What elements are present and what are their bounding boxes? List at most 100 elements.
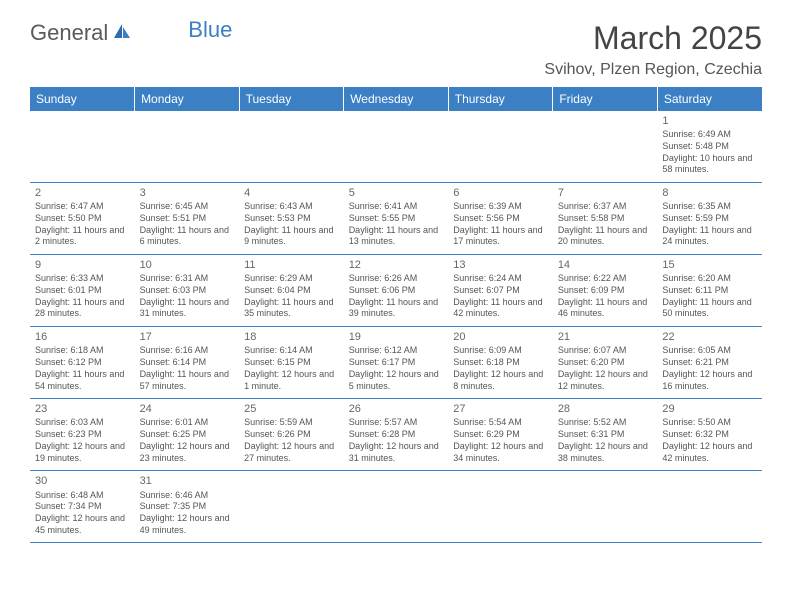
weekday-header: Thursday (448, 87, 553, 111)
calendar-day-cell (239, 471, 344, 543)
calendar-week-row: 1Sunrise: 6:49 AMSunset: 5:48 PMDaylight… (30, 111, 762, 183)
day-info: Sunrise: 5:57 AMSunset: 6:28 PMDaylight:… (349, 417, 444, 464)
calendar-day-cell: 21Sunrise: 6:07 AMSunset: 6:20 PMDayligh… (553, 327, 658, 399)
day-info: Sunrise: 6:29 AMSunset: 6:04 PMDaylight:… (244, 273, 339, 320)
day-info: Sunrise: 6:20 AMSunset: 6:11 PMDaylight:… (662, 273, 757, 320)
calendar-day-cell: 8Sunrise: 6:35 AMSunset: 5:59 PMDaylight… (657, 183, 762, 255)
weekday-header: Saturday (657, 87, 762, 111)
day-number: 7 (558, 186, 653, 200)
day-info: Sunrise: 6:45 AMSunset: 5:51 PMDaylight:… (140, 201, 235, 248)
day-info: Sunrise: 6:49 AMSunset: 5:48 PMDaylight:… (662, 129, 757, 176)
calendar-day-cell: 20Sunrise: 6:09 AMSunset: 6:18 PMDayligh… (448, 327, 553, 399)
day-info: Sunrise: 6:18 AMSunset: 6:12 PMDaylight:… (35, 345, 130, 392)
calendar-day-cell: 1Sunrise: 6:49 AMSunset: 5:48 PMDaylight… (657, 111, 762, 183)
day-number: 30 (35, 474, 130, 488)
day-number: 1 (662, 114, 757, 128)
location: Svihov, Plzen Region, Czechia (544, 61, 762, 79)
calendar-table: SundayMondayTuesdayWednesdayThursdayFrid… (30, 87, 762, 543)
day-info: Sunrise: 6:33 AMSunset: 6:01 PMDaylight:… (35, 273, 130, 320)
day-info: Sunrise: 6:16 AMSunset: 6:14 PMDaylight:… (140, 345, 235, 392)
day-info: Sunrise: 6:43 AMSunset: 5:53 PMDaylight:… (244, 201, 339, 248)
day-number: 24 (140, 402, 235, 416)
day-number: 21 (558, 330, 653, 344)
calendar-day-cell: 5Sunrise: 6:41 AMSunset: 5:55 PMDaylight… (344, 183, 449, 255)
calendar-day-cell (553, 111, 658, 183)
calendar-day-cell: 6Sunrise: 6:39 AMSunset: 5:56 PMDaylight… (448, 183, 553, 255)
day-number: 19 (349, 330, 444, 344)
day-info: Sunrise: 6:35 AMSunset: 5:59 PMDaylight:… (662, 201, 757, 248)
day-number: 18 (244, 330, 339, 344)
day-number: 2 (35, 186, 130, 200)
day-info: Sunrise: 6:01 AMSunset: 6:25 PMDaylight:… (140, 417, 235, 464)
calendar-day-cell: 23Sunrise: 6:03 AMSunset: 6:23 PMDayligh… (30, 399, 135, 471)
logo-text-2: Blue (188, 17, 232, 43)
calendar-day-cell: 12Sunrise: 6:26 AMSunset: 6:06 PMDayligh… (344, 255, 449, 327)
day-number: 6 (453, 186, 548, 200)
calendar-day-cell: 16Sunrise: 6:18 AMSunset: 6:12 PMDayligh… (30, 327, 135, 399)
calendar-day-cell (344, 111, 449, 183)
calendar-week-row: 30 Sunrise: 6:48 AMSunset: 7:34 PMDayligh… (30, 471, 762, 543)
calendar-week-row: 9Sunrise: 6:33 AMSunset: 6:01 PMDaylight… (30, 255, 762, 327)
day-number: 28 (558, 402, 653, 416)
calendar-day-cell: 7Sunrise: 6:37 AMSunset: 5:58 PMDaylight… (553, 183, 658, 255)
calendar-day-cell: 24Sunrise: 6:01 AMSunset: 6:25 PMDayligh… (135, 399, 240, 471)
weekday-header: Friday (553, 87, 658, 111)
calendar-day-cell (448, 111, 553, 183)
month-title: March 2025 (544, 20, 762, 57)
day-number: 16 (35, 330, 130, 344)
day-info: Sunrise: 6:48 AMSunset: 7:34 PMDaylight:… (35, 490, 130, 537)
day-number: 13 (453, 258, 548, 272)
calendar-day-cell: 22Sunrise: 6:05 AMSunset: 6:21 PMDayligh… (657, 327, 762, 399)
title-block: March 2025 Svihov, Plzen Region, Czechia (544, 20, 762, 79)
header: General Blue March 2025 Svihov, Plzen Re… (30, 20, 762, 79)
weekday-header: Wednesday (344, 87, 449, 111)
day-number: 23 (35, 402, 130, 416)
calendar-day-cell: 28Sunrise: 5:52 AMSunset: 6:31 PMDayligh… (553, 399, 658, 471)
calendar-day-cell (344, 471, 449, 543)
calendar-week-row: 23Sunrise: 6:03 AMSunset: 6:23 PMDayligh… (30, 399, 762, 471)
day-info: Sunrise: 6:26 AMSunset: 6:06 PMDaylight:… (349, 273, 444, 320)
day-info: Sunrise: 6:41 AMSunset: 5:55 PMDaylight:… (349, 201, 444, 248)
logo: General Blue (30, 20, 232, 46)
calendar-day-cell: 27Sunrise: 5:54 AMSunset: 6:29 PMDayligh… (448, 399, 553, 471)
calendar-day-cell (657, 471, 762, 543)
day-number: 3 (140, 186, 235, 200)
weekday-header: Tuesday (239, 87, 344, 111)
calendar-day-cell (448, 471, 553, 543)
day-number: 4 (244, 186, 339, 200)
calendar-day-cell (30, 111, 135, 183)
calendar-week-row: 16Sunrise: 6:18 AMSunset: 6:12 PMDayligh… (30, 327, 762, 399)
day-number: 25 (244, 402, 339, 416)
weekday-header: Monday (135, 87, 240, 111)
calendar-day-cell: 9Sunrise: 6:33 AMSunset: 6:01 PMDaylight… (30, 255, 135, 327)
day-info: Sunrise: 6:05 AMSunset: 6:21 PMDaylight:… (662, 345, 757, 392)
calendar-day-cell: 10Sunrise: 6:31 AMSunset: 6:03 PMDayligh… (135, 255, 240, 327)
calendar-day-cell (135, 111, 240, 183)
calendar-day-cell: 15Sunrise: 6:20 AMSunset: 6:11 PMDayligh… (657, 255, 762, 327)
day-info: Sunrise: 5:52 AMSunset: 6:31 PMDaylight:… (558, 417, 653, 464)
day-info: Sunrise: 6:12 AMSunset: 6:17 PMDaylight:… (349, 345, 444, 392)
calendar-day-cell: 18Sunrise: 6:14 AMSunset: 6:15 PMDayligh… (239, 327, 344, 399)
weekday-header-row: SundayMondayTuesdayWednesdayThursdayFrid… (30, 87, 762, 111)
day-info: Sunrise: 5:59 AMSunset: 6:26 PMDaylight:… (244, 417, 339, 464)
calendar-day-cell: 25Sunrise: 5:59 AMSunset: 6:26 PMDayligh… (239, 399, 344, 471)
calendar-day-cell: 31Sunrise: 6:46 AMSunset: 7:35 PMDayligh… (135, 471, 240, 543)
calendar-day-cell: 26Sunrise: 5:57 AMSunset: 6:28 PMDayligh… (344, 399, 449, 471)
calendar-day-cell: 14Sunrise: 6:22 AMSunset: 6:09 PMDayligh… (553, 255, 658, 327)
day-info: Sunrise: 6:46 AMSunset: 7:35 PMDaylight:… (140, 490, 235, 537)
calendar-day-cell (239, 111, 344, 183)
day-info: Sunrise: 6:07 AMSunset: 6:20 PMDaylight:… (558, 345, 653, 392)
calendar-day-cell: 3Sunrise: 6:45 AMSunset: 5:51 PMDaylight… (135, 183, 240, 255)
day-info: Sunrise: 6:22 AMSunset: 6:09 PMDaylight:… (558, 273, 653, 320)
day-info: Sunrise: 5:50 AMSunset: 6:32 PMDaylight:… (662, 417, 757, 464)
day-info: Sunrise: 6:31 AMSunset: 6:03 PMDaylight:… (140, 273, 235, 320)
weekday-header: Sunday (30, 87, 135, 111)
day-number: 5 (349, 186, 444, 200)
day-number: 20 (453, 330, 548, 344)
day-info: Sunrise: 6:03 AMSunset: 6:23 PMDaylight:… (35, 417, 130, 464)
day-info: Sunrise: 6:09 AMSunset: 6:18 PMDaylight:… (453, 345, 548, 392)
logo-sail-icon (112, 20, 132, 46)
day-number: 29 (662, 402, 757, 416)
day-number: 26 (349, 402, 444, 416)
day-info: Sunrise: 6:24 AMSunset: 6:07 PMDaylight:… (453, 273, 548, 320)
